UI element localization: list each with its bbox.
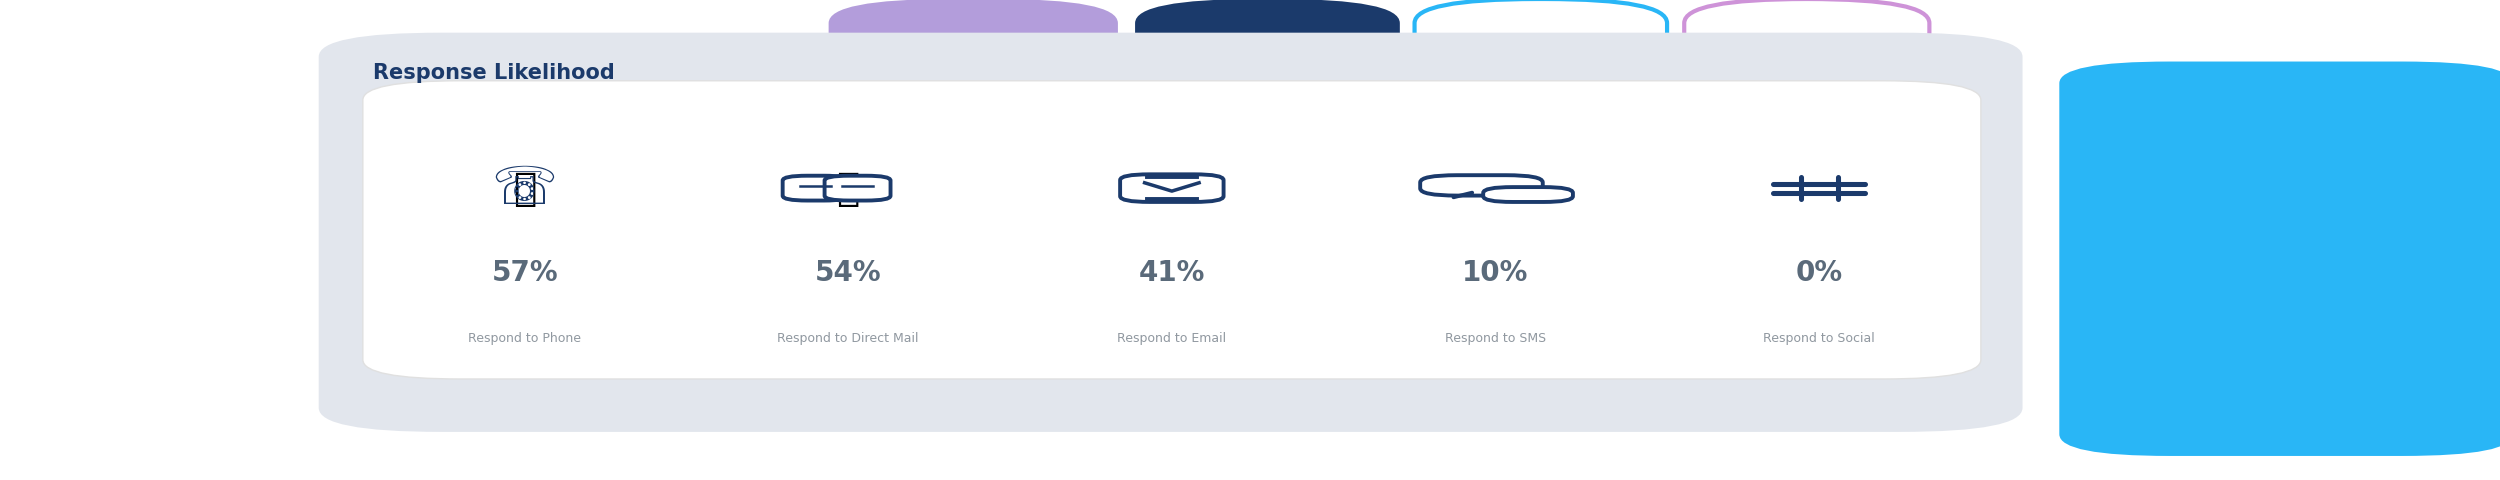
FancyBboxPatch shape <box>318 34 2023 432</box>
FancyBboxPatch shape <box>2060 62 2500 456</box>
FancyBboxPatch shape <box>1420 176 1542 196</box>
FancyBboxPatch shape <box>362 82 1980 379</box>
Text: ☏: ☏ <box>492 163 558 215</box>
Text: 10%: 10% <box>1462 258 1528 286</box>
Text: 54%: 54% <box>815 258 882 286</box>
FancyBboxPatch shape <box>1120 175 1222 203</box>
FancyBboxPatch shape <box>1135 0 1400 250</box>
Text: 41%: 41% <box>1138 258 1205 286</box>
Text: Respond to Phone: Respond to Phone <box>468 331 580 344</box>
Text: Response Likelihood: Response Likelihood <box>372 62 615 83</box>
FancyBboxPatch shape <box>1482 188 1572 203</box>
Text: 0%: 0% <box>1795 258 1842 286</box>
Text: Respond to SMS: Respond to SMS <box>1445 331 1545 344</box>
Text: Respond to Direct Mail: Respond to Direct Mail <box>778 331 920 344</box>
FancyBboxPatch shape <box>828 0 1118 250</box>
Text: 📞: 📞 <box>512 170 538 208</box>
FancyBboxPatch shape <box>825 176 890 201</box>
Text: Respond to Email: Respond to Email <box>1118 331 1228 344</box>
FancyBboxPatch shape <box>1415 0 1668 250</box>
FancyBboxPatch shape <box>782 176 848 201</box>
Text: Respond to Social: Respond to Social <box>1762 331 1875 344</box>
FancyBboxPatch shape <box>1685 0 1930 250</box>
Text: 🗳: 🗳 <box>838 170 860 208</box>
Text: 57%: 57% <box>492 258 558 286</box>
